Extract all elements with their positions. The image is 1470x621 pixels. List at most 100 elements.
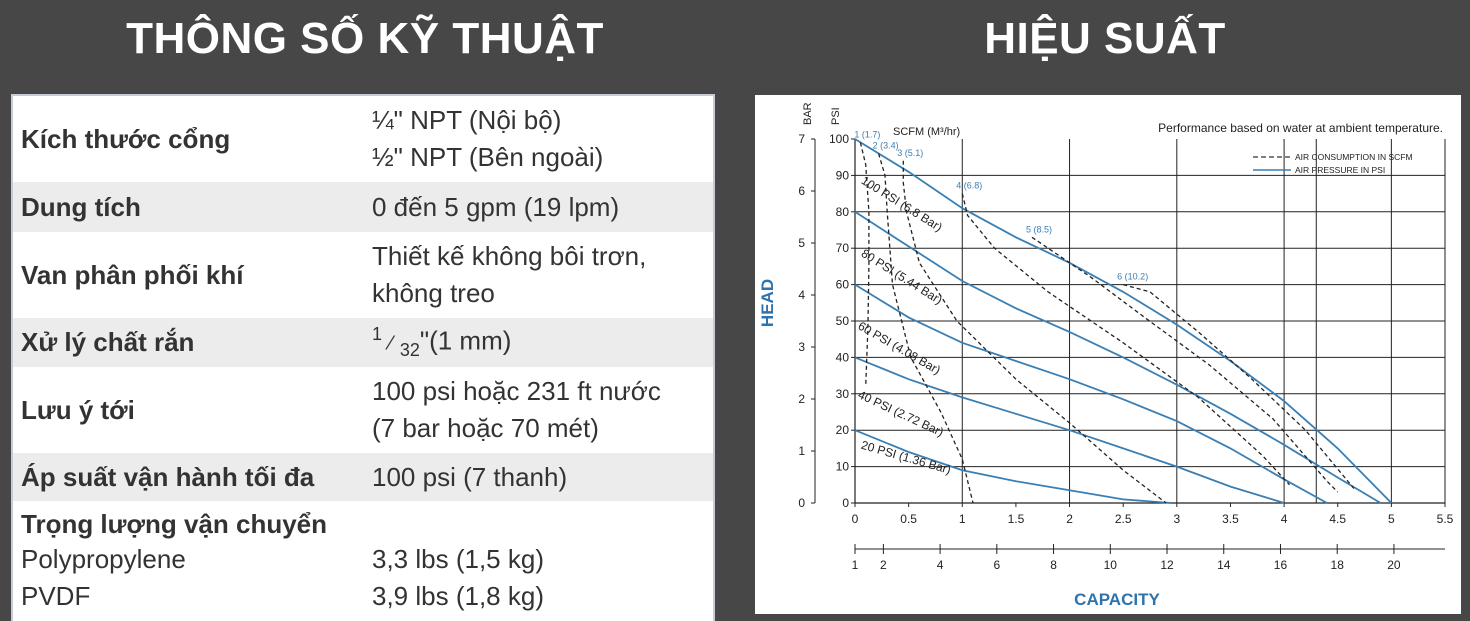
weight-row: Polypropylene 3,3 lbs (1,5 kg): [21, 541, 713, 578]
weight-label: PVDF: [21, 581, 91, 611]
pressure-curve: [854, 283, 1328, 504]
scfm-curve: [859, 142, 870, 387]
pressure-curve-label: 100 PSI (6.8 Bar): [859, 173, 945, 234]
gpm-tick-label: 1: [959, 512, 966, 526]
scfm-curve-label: 2 (3.4): [873, 141, 899, 151]
scfm-curve-label: 5 (8.5): [1026, 224, 1052, 234]
gpm-tick-label: 5.5: [1437, 512, 1454, 526]
scfm-curve: [1031, 236, 1339, 493]
psi-tick-label: 10: [836, 460, 850, 474]
weight-label: Polypropylene: [21, 544, 186, 574]
y-axis-title: HEAD: [758, 279, 777, 327]
chart-title: Performance based on water at ambient te…: [1158, 121, 1443, 135]
specs-table: Kích thước cổng ¼" NPT (Nội bộ) ½" NPT (…: [11, 94, 715, 621]
psi-tick-label: 0: [842, 496, 849, 510]
spec-label: Dung tích: [21, 191, 141, 222]
psi-axis-label: PSI: [830, 107, 842, 125]
performance-heading: HIỆU SUẤT: [984, 14, 1226, 63]
fraction-numerator: 1: [372, 324, 383, 345]
gpm-tick-label: 0: [852, 512, 859, 526]
gpm-tick-label: 1.5: [1008, 512, 1025, 526]
spec-label: Lưu ý tới: [21, 394, 135, 425]
lpm-tick-label: 1: [852, 558, 859, 572]
pressure-curve: [854, 138, 1393, 504]
spec-row-max-pressure: Áp suất vận hành tối đa 100 psi (7 thanh…: [13, 453, 713, 501]
fraction-slash: ⁄: [389, 332, 393, 355]
weight-value: 3,3 lbs (1,5 kg): [372, 544, 544, 574]
bar-tick-label: 3: [798, 340, 805, 354]
gpm-tick-label: 2.5: [1115, 512, 1132, 526]
gpm-tick-label: 5: [1388, 512, 1395, 526]
lpm-tick-label: 2: [880, 558, 887, 572]
spec-value: ½" NPT (Bên ngoài): [372, 142, 604, 172]
spec-value: 100 psi hoặc 231 ft nước: [372, 376, 661, 406]
spec-label: Van phân phối khí: [21, 259, 244, 290]
scfm-curve: [961, 193, 1290, 486]
psi-tick-label: 20: [836, 423, 850, 437]
gpm-tick-label: 3.5: [1222, 512, 1239, 526]
performance-chart-panel: 0 10 20 30 40 50 60 70 80 90 100 0 1 2 3 4 5 6 7 BAR PSI 0 0.5…: [755, 95, 1461, 614]
psi-tick-label: 70: [836, 241, 850, 255]
spec-value: 0 đến 5 gpm (19 lpm): [372, 191, 620, 222]
scfm-header: SCFM (M³/hr): [893, 126, 960, 138]
bar-tick-label: 2: [798, 392, 805, 406]
pressure-curve: [854, 429, 1172, 504]
weight-row: PVDF 3,9 lbs (1,8 kg): [21, 578, 713, 615]
scfm-curve: [877, 153, 974, 504]
specs-heading: THÔNG SỐ KỸ THUẬT: [126, 14, 604, 63]
scfm-curve-label: 1 (1.7): [854, 130, 880, 140]
lpm-tick-label: 20: [1387, 558, 1401, 572]
legend-label-scfm: AIR CONSUMPTION IN SCFM: [1295, 152, 1413, 162]
spec-label: Áp suất vận hành tối đa: [21, 461, 315, 492]
pressure-curve-label: 40 PSI (2.72 Bar): [856, 387, 946, 439]
weight-value: 3,9 lbs (1,8 kg): [372, 581, 544, 611]
lpm-tick-label: 12: [1160, 558, 1174, 572]
gpm-tick-label: 4: [1281, 512, 1288, 526]
lpm-tick-label: 16: [1274, 558, 1288, 572]
psi-tick-label: 80: [836, 205, 850, 219]
bar-tick-label: 7: [798, 132, 805, 146]
gpm-tick-label: 2: [1066, 512, 1073, 526]
psi-tick-label: 100: [829, 132, 849, 146]
pressure-curve: [854, 211, 1382, 504]
spec-value: Thiết kế không bôi trơn,: [372, 241, 647, 271]
scfm-curve-label: 4 (6.8): [956, 181, 982, 191]
gpm-tick-label: 0.5: [900, 512, 917, 526]
scfm-curve-label: 6 (10.2): [1117, 272, 1148, 282]
psi-tick-label: 50: [836, 314, 850, 328]
spec-label: Xử lý chất rắn: [21, 327, 195, 357]
psi-tick-label: 30: [836, 387, 850, 401]
scfm-curve-label: 3 (5.1): [897, 148, 923, 158]
lpm-tick-label: 10: [1104, 558, 1118, 572]
lpm-tick-label: 4: [937, 558, 944, 572]
psi-tick-label: 90: [836, 168, 850, 182]
fraction-denominator: 32: [399, 339, 420, 360]
spec-value: ¼" NPT (Nội bộ): [372, 105, 562, 135]
bar-tick-label: 5: [798, 236, 805, 250]
lpm-tick-label: 6: [993, 558, 1000, 572]
legend-label-pressure: AIR PRESSURE IN PSI: [1295, 165, 1385, 175]
psi-tick-label: 40: [836, 350, 850, 364]
bar-tick-label: 6: [798, 184, 805, 198]
x-axis-title: CAPACITY: [1074, 590, 1160, 609]
bar-axis-label: BAR: [802, 102, 814, 125]
spec-row-port-size: Kích thước cổng ¼" NPT (Nội bộ) ½" NPT (…: [13, 96, 713, 182]
fraction-rest: "(1 mm): [419, 325, 512, 356]
lpm-tick-label: 8: [1050, 558, 1057, 572]
gpm-tick-label: 3: [1173, 512, 1180, 526]
bar-tick-label: 0: [798, 496, 805, 510]
pressure-curve-label: 80 PSI (5.44 Bar): [859, 246, 945, 307]
spec-row-capacity: Dung tích 0 đến 5 gpm (19 lpm): [13, 182, 713, 232]
spec-value: (7 bar hoặc 70 mét): [372, 413, 599, 443]
gpm-tick-label: 4.5: [1329, 512, 1346, 526]
scfm-curve: [902, 160, 1167, 504]
spec-label: Kích thước cổng: [21, 123, 231, 154]
spec-value: 100 psi (7 thanh): [372, 461, 568, 492]
psi-tick-label: 60: [836, 278, 850, 292]
bar-tick-label: 4: [798, 288, 805, 302]
scfm-curve: [1123, 283, 1355, 489]
spec-row-air-valve: Van phân phối khí Thiết kế không bôi trơ…: [13, 232, 713, 318]
lpm-tick-label: 14: [1217, 558, 1231, 572]
spec-row-shipping-weight: Trọng lượng vận chuyển Polypropylene 3,3…: [13, 501, 713, 615]
